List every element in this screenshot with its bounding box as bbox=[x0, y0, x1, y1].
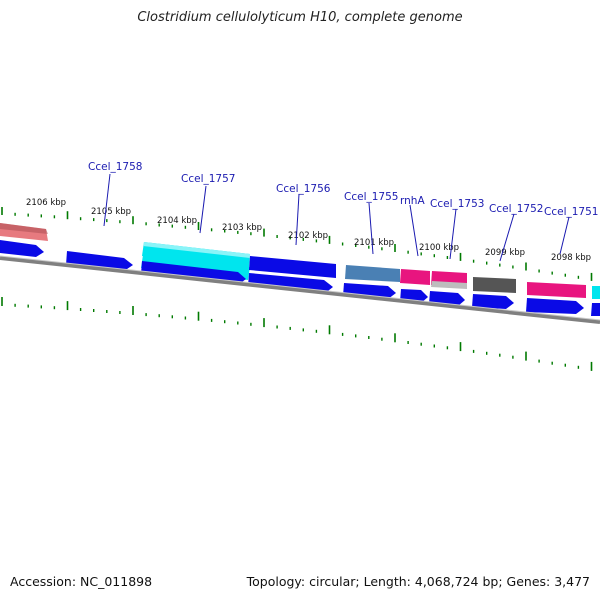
leader-ccel-1756 bbox=[295, 193, 300, 246]
genome-backbone bbox=[0, 256, 600, 324]
leader-rnha bbox=[409, 204, 419, 257]
gene-label-ccel-1756[interactable]: Ccel_1756 bbox=[276, 183, 331, 195]
scale-labels: 2106 kbp 2105 kbp 2104 kbp 2103 kbp 2102… bbox=[26, 198, 591, 263]
scale-label-2099: 2099 kbp bbox=[485, 248, 525, 258]
scale-label-2100: 2100 kbp bbox=[419, 243, 459, 253]
cds-arrows bbox=[0, 240, 600, 316]
gene-label-ccel-1757[interactable]: Ccel_1757 bbox=[181, 173, 235, 185]
gene-label-ccel-1751[interactable]: Ccel_1751 bbox=[544, 206, 598, 218]
inner-scale-ticks bbox=[1, 297, 593, 371]
cds-arrow[interactable] bbox=[248, 273, 333, 294]
scale-label-2106: 2106 kbp bbox=[26, 198, 66, 208]
gene-feature-cyan-edge[interactable] bbox=[592, 286, 600, 299]
leader-ccel-1753 bbox=[449, 208, 457, 260]
gene-features bbox=[0, 223, 600, 299]
gene-feature-pink-1751[interactable] bbox=[527, 282, 586, 298]
gene-feature-salmon-shade bbox=[0, 223, 48, 234]
gene-feature-cyan-highlight bbox=[143, 242, 250, 258]
gene-label-ccel-1753[interactable]: Ccel_1753 bbox=[430, 198, 484, 210]
accession-text: Accession: NC_011898 bbox=[10, 574, 153, 589]
outer-scale-ticks bbox=[1, 207, 593, 281]
label-leaders bbox=[103, 173, 570, 262]
gene-feature-pink-rnha[interactable] bbox=[400, 269, 430, 285]
gene-feature-steel[interactable] bbox=[345, 265, 400, 282]
gene-label-ccel-1755[interactable]: Ccel_1755 bbox=[344, 191, 398, 203]
scale-label-2103: 2103 kbp bbox=[222, 223, 262, 233]
gene-label-ccel-1758[interactable]: Ccel_1758 bbox=[88, 161, 142, 173]
cds-arrow[interactable] bbox=[249, 256, 336, 278]
cds-arrow[interactable] bbox=[526, 298, 584, 314]
gene-label-rnha[interactable]: rnhA bbox=[400, 195, 425, 207]
genome-summary-text: Topology: circular; Length: 4,068,724 bp… bbox=[246, 574, 590, 589]
gene-feature-gray[interactable] bbox=[473, 277, 516, 293]
cds-arrow[interactable] bbox=[472, 294, 514, 309]
cds-arrow[interactable] bbox=[0, 240, 44, 257]
gene-feature-pink-shade bbox=[431, 281, 467, 289]
gene-label-ccel-1752[interactable]: Ccel_1752 bbox=[489, 203, 543, 215]
scale-label-2098: 2098 kbp bbox=[551, 253, 591, 263]
scale-label-2101: 2101 kbp bbox=[354, 238, 394, 248]
cds-arrow-edge[interactable] bbox=[591, 303, 600, 316]
leader-ccel-1752 bbox=[499, 213, 515, 262]
leader-ccel-1758 bbox=[103, 173, 111, 227]
scale-label-2105: 2105 kbp bbox=[91, 207, 131, 217]
leader-ccel-1757 bbox=[199, 185, 207, 234]
scale-label-2104: 2104 kbp bbox=[157, 216, 197, 226]
map-title: Clostridium cellulolyticum H10, complete… bbox=[137, 10, 463, 25]
scale-label-2102: 2102 kbp bbox=[288, 231, 328, 241]
leader-ccel-1751 bbox=[559, 216, 570, 255]
leader-ccel-1755 bbox=[368, 202, 374, 255]
genome-backbone-highlight bbox=[0, 255, 600, 321]
gene-labels: Ccel_1758 Ccel_1757 Ccel_1756 Ccel_1755 … bbox=[88, 161, 598, 218]
